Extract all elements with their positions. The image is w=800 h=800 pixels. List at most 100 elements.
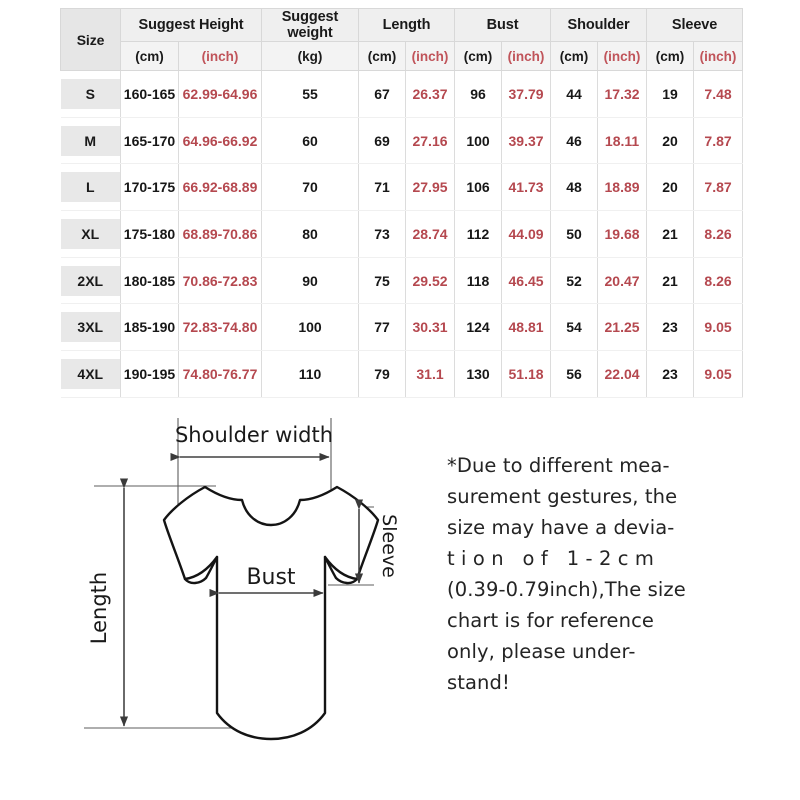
- cell-shoulder-inch: 17.32: [597, 70, 648, 118]
- size-chip: XL: [60, 218, 120, 249]
- cell-height-inch: 70.86-72.83: [178, 256, 262, 305]
- size-chip: L: [60, 172, 120, 203]
- sleeve-label: Sleeve: [378, 514, 400, 578]
- cell-length-cm: 67: [358, 70, 406, 118]
- cell-height-cm: 190-195: [120, 350, 179, 398]
- table-row: S 160-165 62.99-64.96 55 67 26.37 96 37.79 44 17.…: [60, 70, 744, 118]
- cell-length-inch: 26.37: [404, 70, 456, 118]
- cell-weight-kg: 60: [261, 116, 359, 165]
- size-chip: 3XL: [60, 312, 120, 343]
- cell-weight-kg: 70: [261, 163, 359, 212]
- cell-sleeve-inch: 8.26: [693, 256, 744, 305]
- measurement-disclaimer-note: *Due to different mea-surement gestures,…: [447, 450, 705, 698]
- cell-shoulder-inch: 22.04: [597, 350, 648, 398]
- cell-length-cm: 73: [358, 210, 406, 258]
- length-label: Length: [87, 572, 111, 644]
- column-header-shoulder: Shoulder: [550, 8, 648, 42]
- table-row: M 165-170 64.96-66.92 60 69 27.16 100 39.37 46 18…: [60, 116, 744, 165]
- shoulder-width-label: Shoulder width: [175, 423, 333, 447]
- cell-length-inch: 27.95: [404, 163, 456, 212]
- bust-label: Bust: [246, 565, 295, 590]
- cell-shoulder-cm: 54: [550, 303, 599, 352]
- cell-shoulder-cm: 50: [550, 210, 599, 258]
- cell-sleeve-inch: 9.05: [693, 350, 744, 398]
- note-line: *Due to different mea-: [447, 454, 670, 477]
- cell-length-inch: 31.1: [404, 350, 456, 398]
- cell-shoulder-inch: 20.47: [597, 256, 648, 305]
- unit-bust-inch: (inch): [501, 41, 552, 71]
- cell-bust-inch: 51.18: [501, 350, 552, 398]
- table-row: 2XL 180-185 70.86-72.83 90 75 29.52 118 46.45 52…: [60, 256, 744, 305]
- table-row: 3XL 185-190 72.83-74.80 100 77 30.31 124 48.81 5…: [60, 303, 744, 352]
- cell-height-inch: 68.89-70.86: [178, 210, 262, 258]
- size-chart-table-body: S 160-165 62.99-64.96 55 67 26.37 96 37.79 44 17.…: [60, 70, 744, 398]
- cell-bust-cm: 118: [454, 256, 503, 305]
- cell-shoulder-inch: 21.25: [597, 303, 648, 352]
- cell-length-inch: 30.31: [404, 303, 456, 352]
- note-line: surement gestures, the: [447, 485, 678, 508]
- cell-bust-inch: 46.45: [501, 256, 552, 305]
- arrow-shafts: [123, 456, 360, 726]
- cell-shoulder-cm: 44: [550, 70, 599, 118]
- note-line: t i o n o f 1 - 2 c m: [447, 547, 654, 570]
- tshirt-diagram-svg: Shoulder width Bust Length Sleeve: [84, 418, 400, 741]
- cell-height-cm: 180-185: [120, 256, 179, 305]
- cell-bust-inch: 41.73: [501, 163, 552, 212]
- cell-sleeve-cm: 21: [646, 256, 695, 305]
- cell-length-cm: 79: [358, 350, 406, 398]
- cell-bust-inch: 37.79: [501, 70, 552, 118]
- cell-size: 3XL: [60, 303, 121, 352]
- cell-length-cm: 75: [358, 256, 406, 305]
- unit-height-cm: (cm): [120, 41, 179, 71]
- cell-size: XL: [60, 210, 121, 258]
- cell-weight-kg: 110: [261, 350, 359, 398]
- size-chip: S: [60, 78, 120, 109]
- table-row: XL 175-180 68.89-70.86 80 73 28.74 112 44.09 50 1…: [60, 210, 744, 258]
- tshirt-measurement-diagram: Shoulder width Bust Length Sleeve: [66, 408, 446, 778]
- unit-shoulder-cm: (cm): [550, 41, 599, 71]
- cell-height-cm: 185-190: [120, 303, 179, 352]
- cell-bust-cm: 96: [454, 70, 503, 118]
- cell-sleeve-cm: 23: [646, 350, 695, 398]
- cell-length-cm: 71: [358, 163, 406, 212]
- cell-height-inch: 64.96-66.92: [178, 116, 262, 165]
- size-chip: 4XL: [60, 358, 120, 389]
- note-line: only, please under-: [447, 640, 636, 663]
- cell-bust-cm: 100: [454, 116, 503, 165]
- cell-bust-cm: 106: [454, 163, 503, 212]
- cell-bust-inch: 39.37: [501, 116, 552, 165]
- table-header-group-row: Size Suggest Height Suggest weight Lengt…: [60, 8, 744, 71]
- cell-sleeve-inch: 8.26: [693, 210, 744, 258]
- cell-height-cm: 160-165: [120, 70, 179, 118]
- unit-length-inch: (inch): [404, 41, 456, 71]
- unit-sleeve-cm: (cm): [646, 41, 695, 71]
- cell-height-cm: 175-180: [120, 210, 179, 258]
- cell-height-cm: 170-175: [120, 163, 179, 212]
- size-chart-table: Size Suggest Height Suggest weight Lengt…: [60, 8, 744, 398]
- column-header-size: Size: [60, 8, 121, 71]
- cell-height-inch: 62.99-64.96: [178, 70, 262, 118]
- note-line: stand!: [447, 671, 510, 694]
- cell-bust-cm: 124: [454, 303, 503, 352]
- column-header-sleeve: Sleeve: [646, 8, 744, 42]
- table-row: L 170-175 66.92-68.89 70 71 27.95 106 41.73 48 18…: [60, 163, 744, 212]
- cell-height-inch: 72.83-74.80: [178, 303, 262, 352]
- cell-bust-inch: 48.81: [501, 303, 552, 352]
- cell-sleeve-cm: 23: [646, 303, 695, 352]
- cell-sleeve-inch: 9.05: [693, 303, 744, 352]
- column-header-length: Length: [357, 8, 456, 42]
- cell-length-inch: 29.52: [404, 256, 456, 305]
- tshirt-outline: [162, 485, 380, 741]
- unit-shoulder-inch: (inch): [597, 41, 648, 71]
- cell-length-cm: 77: [358, 303, 406, 352]
- table-header-unit-row: (cm) (inch) (kg) (cm) (inch) (cm) (inch)…: [61, 41, 744, 71]
- cell-bust-cm: 112: [454, 210, 503, 258]
- cell-shoulder-inch: 18.11: [597, 116, 648, 165]
- cell-size: L: [60, 163, 121, 212]
- cell-weight-kg: 55: [261, 70, 359, 118]
- cell-size: S: [60, 70, 121, 118]
- cell-bust-inch: 44.09: [501, 210, 552, 258]
- cell-sleeve-cm: 19: [646, 70, 695, 118]
- note-line: chart is for reference: [447, 609, 654, 632]
- cell-sleeve-inch: 7.87: [693, 163, 744, 212]
